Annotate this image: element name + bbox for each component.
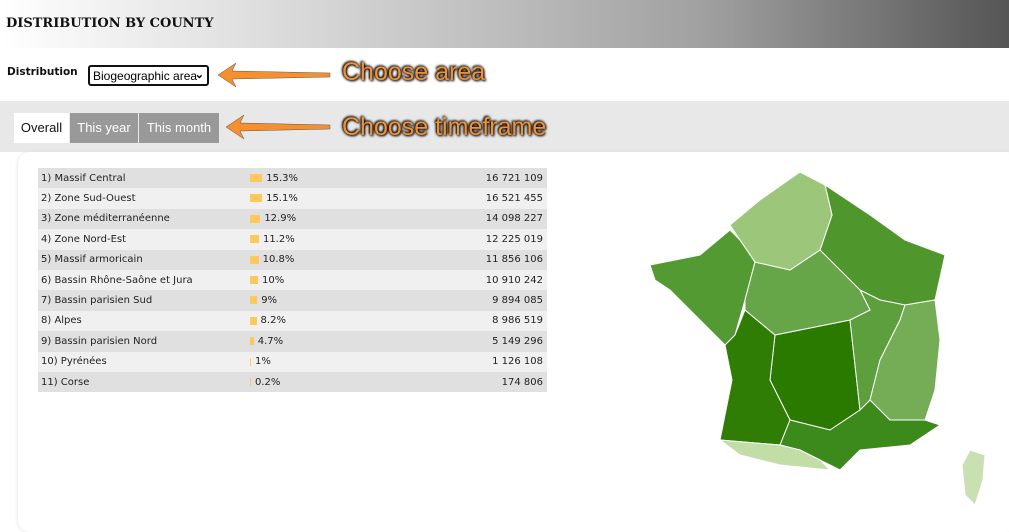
table-row[interactable]: 11) Corse 0.2% 174 806 (38, 371, 547, 393)
distribution-select[interactable]: Biogeographic area ⌄ (88, 65, 209, 86)
percent-value: 8.2% (260, 315, 286, 327)
area-name: 11) Corse (41, 376, 90, 388)
map-region[interactable] (961, 449, 986, 506)
percent-value: 0.2% (255, 376, 281, 388)
arrow-icon (225, 114, 331, 140)
count-value: 174 806 (501, 376, 543, 388)
area-name: 3) Zone méditerranéenne (41, 213, 170, 225)
area-name: 2) Zone Sud-Ouest (41, 193, 136, 205)
count-value: 5 149 296 (492, 335, 543, 347)
percent-value: 11.2% (262, 233, 295, 245)
percent-bar (250, 235, 259, 244)
distribution-select-value: Biogeographic area (93, 69, 198, 83)
percent-bar (250, 255, 259, 264)
count-value: 10 910 242 (485, 274, 543, 286)
percent-bar (250, 337, 254, 346)
arrow-icon (217, 62, 331, 88)
map-region[interactable] (729, 171, 833, 271)
percent-bar (250, 357, 251, 366)
table-row[interactable]: 9) Bassin parisien Nord 4.7% 5 149 296 (38, 331, 547, 352)
percent-value: 15.3% (266, 172, 299, 184)
percent-value: 1% (255, 356, 271, 368)
table-row[interactable]: 6) Bassin Rhône-Saône et Jura 10% 10 910… (38, 269, 547, 291)
area-name: 7) Bassin parisien Sud (41, 295, 153, 307)
count-value: 1 126 108 (492, 356, 543, 368)
percent-value: 10% (262, 274, 285, 286)
percent-bar (250, 214, 261, 223)
count-value: 9 894 085 (492, 295, 543, 307)
table-row[interactable]: 3) Zone méditerranéenne 12.9% 14 098 227 (38, 208, 547, 230)
count-value: 11 856 106 (485, 254, 543, 266)
percent-bar (250, 316, 257, 325)
table-row[interactable]: 7) Bassin parisien Sud 9% 9 894 085 (38, 290, 547, 311)
percent-value: 12.9% (264, 213, 297, 225)
map-region[interactable] (649, 229, 756, 346)
table-row[interactable]: 4) Zone Nord-Est 11.2% 12 225 019 (38, 229, 547, 250)
count-value: 16 521 455 (485, 193, 543, 205)
percent-bar (250, 174, 263, 182)
area-name: 4) Zone Nord-Est (41, 233, 127, 245)
area-name: 6) Bassin Rhône-Saône et Jura (41, 274, 193, 286)
count-value: 14 098 227 (485, 213, 543, 225)
count-value: 12 225 019 (485, 233, 543, 245)
percent-value: 9% (261, 295, 278, 307)
map-region[interactable] (718, 439, 832, 471)
area-name: 9) Bassin parisien Nord (41, 335, 158, 347)
count-value: 16 721 109 (485, 172, 543, 184)
table-row[interactable]: 8) Alpes 8.2% 8 986 519 (38, 310, 547, 332)
tab-this-month[interactable]: This month (139, 113, 219, 143)
chevron-down-icon: ⌄ (194, 69, 204, 81)
percent-value: 4.7% (257, 335, 284, 347)
area-name: 8) Alpes (41, 315, 82, 327)
tab-overall[interactable]: Overall (14, 113, 69, 143)
area-name: 10) Pyrénées (41, 356, 107, 368)
table-row[interactable]: 10) Pyrénées 1% 1 126 108 (38, 351, 547, 372)
table-row[interactable]: 1) Massif Central 15.3% 16 721 109 (38, 168, 547, 189)
page-title: DISTRIBUTION BY COUNTY (6, 16, 214, 31)
area-name: 5) Massif armoricain (41, 254, 143, 266)
annotation-choose-timeframe: Choose timeframe (342, 113, 547, 141)
table-row[interactable]: 2) Zone Sud-Ouest 15.1% 16 521 455 (38, 188, 547, 209)
percent-bar (250, 194, 263, 203)
area-name: 1) Massif Central (41, 172, 126, 184)
percent-bar (250, 296, 258, 305)
france-map (649, 171, 986, 506)
annotation-choose-area: Choose area (342, 58, 486, 86)
distribution-table: 1) Massif Central 15.3% 16 721 109 2) Zon… (38, 168, 547, 393)
header: DISTRIBUTION BY COUNTY (0, 0, 1009, 48)
percent-bar (250, 377, 251, 386)
distribution-label: Distribution (7, 66, 78, 78)
map-region[interactable] (869, 299, 941, 421)
tab-this-year[interactable]: This year (70, 113, 138, 143)
percent-value: 10.8% (262, 254, 295, 266)
table-row[interactable]: 5) Massif armoricain 10.8% 11 856 106 (38, 249, 547, 270)
percent-bar (250, 275, 258, 284)
percent-value: 15.1% (266, 193, 298, 205)
count-value: 8 986 519 (492, 315, 543, 327)
